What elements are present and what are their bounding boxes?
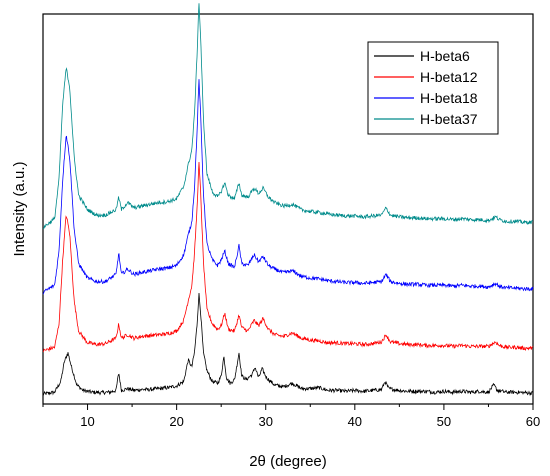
legend-label-h-beta18: H-beta18 <box>420 90 478 106</box>
plot-frame <box>42 13 534 405</box>
series-line-h-beta18 <box>42 79 534 295</box>
series-layer <box>42 3 534 397</box>
x-tick-label: 40 <box>348 414 362 429</box>
y-axis-title: Intensity (a.u.) <box>11 161 28 256</box>
series-line-h-beta6 <box>42 292 534 397</box>
legend-label-h-beta6: H-beta6 <box>420 48 470 64</box>
legend-label-h-beta12: H-beta12 <box>420 69 478 85</box>
series-line-h-beta37 <box>42 3 534 229</box>
x-axis-title: 2θ (degree) <box>249 453 327 470</box>
tick-layer: 10 20 30 40 50 60 <box>42 404 540 429</box>
series-line-h-beta12 <box>42 162 534 353</box>
x-tick-label: 20 <box>169 414 183 429</box>
x-tick-label: 50 <box>437 414 451 429</box>
x-tick-label: 60 <box>526 414 540 429</box>
x-tick-label: 30 <box>258 414 272 429</box>
x-tick-label: 10 <box>80 414 94 429</box>
legend: H-beta6 H-beta12 H-beta18 H-beta37 <box>367 41 499 135</box>
legend-label-h-beta37: H-beta37 <box>420 111 478 127</box>
